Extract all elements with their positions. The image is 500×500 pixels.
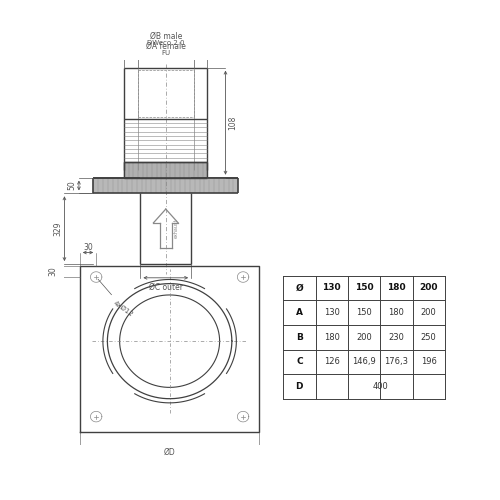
Text: ØA female: ØA female [146,42,186,51]
Text: 146,9: 146,9 [352,358,376,366]
Text: 230: 230 [388,332,404,342]
Text: 180: 180 [388,308,404,317]
Text: 250: 250 [421,332,436,342]
Text: FU: FU [161,50,170,56]
Text: 150: 150 [354,284,374,292]
Text: B: B [296,332,303,342]
Text: A: A [296,308,303,317]
Text: D: D [296,382,303,391]
Text: 4xØ12: 4xØ12 [98,279,134,318]
Text: ØD: ØD [164,448,175,456]
Text: 130: 130 [322,284,341,292]
Bar [94,178,238,194]
Text: ØB male: ØB male [150,32,182,41]
Text: 180: 180 [324,332,340,342]
Text: Ø: Ø [296,284,303,292]
Text: 126: 126 [324,358,340,366]
Text: exhaust: exhaust [174,219,179,238]
Text: 200: 200 [356,332,372,342]
Text: 30: 30 [83,242,93,252]
Text: ØC outer: ØC outer [149,282,183,292]
Text: 50: 50 [68,180,76,190]
Text: DWeco 2.0: DWeco 2.0 [147,40,184,46]
Text: 176,3: 176,3 [384,358,408,366]
Text: 150: 150 [356,308,372,317]
Text: C: C [296,358,302,366]
Text: 30: 30 [49,266,58,276]
Text: 180: 180 [387,284,406,292]
Text: 200: 200 [420,284,438,292]
Text: 329: 329 [53,222,62,236]
Text: 400: 400 [372,382,388,391]
Text: 130: 130 [324,308,340,317]
Bar [124,162,208,178]
Text: 108: 108 [228,116,237,130]
Text: 196: 196 [421,358,436,366]
Text: 200: 200 [421,308,436,317]
